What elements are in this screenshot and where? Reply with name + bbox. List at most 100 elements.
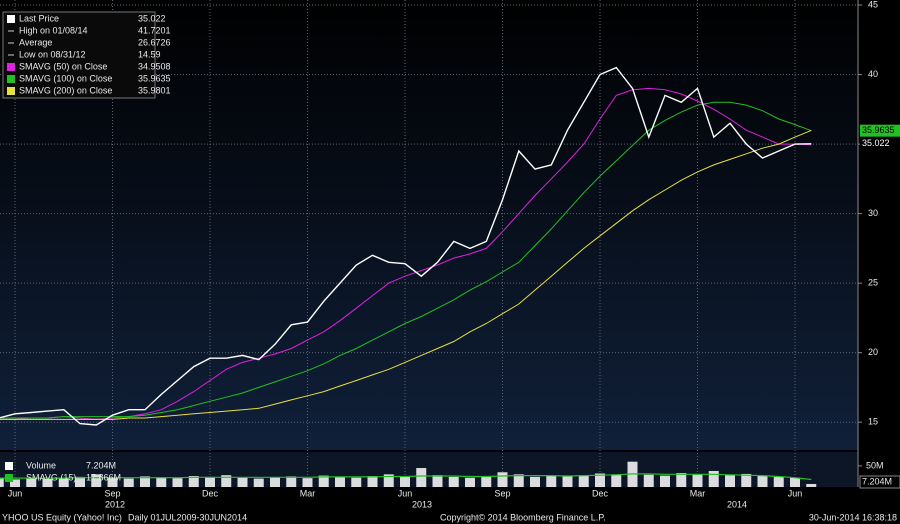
legend-value: 7.204M (86, 460, 116, 470)
volume-bar (221, 475, 232, 487)
volume-bar (172, 478, 183, 487)
legend-swatch (7, 63, 15, 71)
legend-label: Volume (26, 460, 56, 470)
footer-range: Daily 01JUL2009-30JUN2014 (128, 512, 247, 522)
legend-label: SMAVG (15) (26, 472, 76, 482)
volume-bar (578, 475, 589, 487)
volume-bar (75, 476, 85, 487)
year-label: 2013 (412, 499, 432, 509)
volume-bar (692, 474, 703, 487)
volume-bar (790, 477, 800, 487)
volume-bar (562, 476, 573, 487)
legend-swatch (5, 462, 13, 470)
legend-value: 41.7201 (138, 25, 171, 35)
volume-bar (123, 478, 134, 487)
value-badge (860, 124, 900, 137)
footer-bar (0, 511, 900, 524)
volume-bar (448, 476, 459, 487)
volume-bar (383, 474, 394, 487)
volume-tick-label: 50M (866, 460, 884, 470)
legend-value: 26.6726 (138, 37, 171, 47)
volume-bar (286, 476, 297, 487)
x-tick-label: Mar (300, 488, 316, 498)
legend-swatch (7, 75, 15, 83)
volume-bar (530, 476, 540, 487)
legend-value: 17.866M (86, 472, 121, 482)
legend-value: 34.9508 (138, 61, 171, 71)
volume-bar (335, 476, 345, 487)
y-tick-label: 40 (868, 69, 878, 79)
value-badge (860, 137, 900, 150)
volume-bar (107, 477, 118, 487)
x-tick-label: Mar (690, 488, 706, 498)
legend-label: Low on 08/31/12 (19, 49, 86, 59)
volume-bar (351, 477, 362, 487)
legend-value: 14.59 (138, 49, 161, 59)
volume-bar (253, 478, 264, 487)
volume-bar (660, 475, 670, 487)
volume-bar (58, 478, 69, 487)
value-badge-label: 35.9635 (862, 125, 895, 135)
volume-bar (188, 476, 199, 487)
x-tick-label: Sep (104, 488, 120, 498)
volume-bar (497, 472, 508, 487)
volume-bar (757, 476, 768, 487)
volume-bar (0, 477, 4, 487)
y-tick-label: 15 (868, 417, 878, 427)
volume-bar (725, 475, 735, 487)
volume-bar (546, 475, 557, 487)
legend-label: Last Price (19, 13, 59, 23)
volume-bar (773, 476, 784, 487)
volume-bar (140, 476, 150, 487)
volume-bar (513, 474, 524, 487)
sma-line (0, 129, 812, 420)
volume-bar (708, 470, 719, 487)
legend-value: 35.9801 (138, 85, 171, 95)
legend-label: SMAVG (50) on Close (19, 61, 107, 71)
legend-box (2, 11, 156, 99)
legend-label: Average (19, 37, 52, 47)
y-tick-label: 45 (868, 0, 878, 9)
year-label: 2014 (727, 499, 747, 509)
volume-bar (156, 477, 167, 487)
legend-value: 35.022 (138, 13, 166, 23)
volume-bar (237, 477, 248, 487)
volume-bar (367, 476, 378, 487)
x-tick-label: Dec (592, 488, 609, 498)
y-tick-label: 25 (868, 278, 878, 288)
sma-line (0, 101, 812, 419)
year-label: 2012 (105, 499, 125, 509)
price-line (0, 66, 812, 426)
y-tick-label: 20 (868, 347, 878, 357)
volume-bar (643, 474, 654, 487)
volume-bar (91, 474, 102, 487)
legend-swatch (7, 87, 15, 95)
volume-bar (318, 475, 329, 487)
volume-bar (42, 478, 53, 487)
value-badge-label: 35.022 (862, 138, 890, 148)
legend-value: 35.9635 (138, 73, 171, 83)
volume-sma-line (0, 473, 812, 481)
volume-bar (10, 479, 20, 487)
legend-swatch (5, 474, 13, 482)
volume-bar (481, 476, 492, 487)
x-tick-label: Jun (788, 488, 803, 498)
x-tick-label: Jun (8, 488, 23, 498)
volume-badge (859, 475, 900, 489)
legend-swatch (7, 15, 15, 23)
timestamp: 30-Jun-2014 16:38:18 (809, 512, 897, 522)
volume-bar (741, 473, 752, 487)
volume-bar (806, 483, 817, 487)
volume-bar (270, 477, 280, 487)
volume-bar (595, 473, 605, 487)
volume-bar (465, 477, 475, 487)
footer-security: YHOO US Equity (Yahoo! Inc) (2, 512, 122, 522)
volume-bar (26, 478, 37, 487)
legend-label: High on 01/08/14 (19, 25, 88, 35)
volume-bar (416, 468, 427, 487)
volume-bar (611, 474, 622, 487)
y-tick-label: 30 (868, 208, 878, 218)
x-tick-label: Sep (494, 488, 510, 498)
legend-label: SMAVG (100) on Close (19, 73, 112, 83)
